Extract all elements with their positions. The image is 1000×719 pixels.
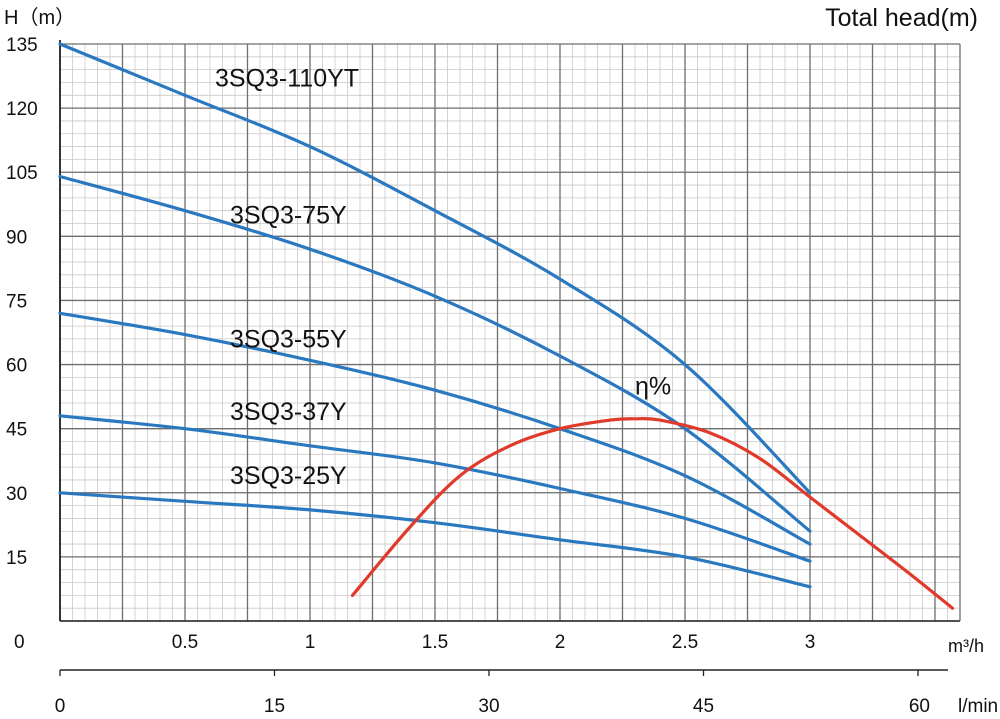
x2-tick-label: 60 xyxy=(909,696,930,717)
series-group xyxy=(58,42,955,610)
series-label-3sq3-55y: 3SQ3-55Y xyxy=(230,325,347,353)
x-tick-label: 2 xyxy=(555,632,566,653)
y-tick-label: 60 xyxy=(6,356,27,377)
y-tick-label: 15 xyxy=(6,548,27,569)
chart-title: Total head(m) xyxy=(825,4,978,32)
series-label-efficiency: η% xyxy=(635,372,671,400)
x-axis-unit-secondary: l/min xyxy=(958,696,998,717)
y-tick-label: 45 xyxy=(6,420,27,441)
series-labels: 3SQ3-110YT 3SQ3-75Y 3SQ3-55Y 3SQ3-37Y 3SQ3-2… xyxy=(215,65,671,490)
x2-tick-label: 0 xyxy=(55,696,66,717)
x-tick-label: 3 xyxy=(805,632,816,653)
minor-grid xyxy=(59,43,961,622)
series-line-3sq3-37y xyxy=(58,414,812,563)
y-tick-label: 30 xyxy=(6,484,27,505)
x-tick-label: 1.5 xyxy=(422,632,448,653)
x-tick-label: 2.5 xyxy=(672,632,698,653)
y-tick-label: 90 xyxy=(6,227,27,248)
series-label-3sq3-37y: 3SQ3-37Y xyxy=(230,398,347,426)
x2-tick-label: 30 xyxy=(478,696,499,717)
x-tick-label: 1 xyxy=(305,632,316,653)
x-axis-unit-primary: m³/h xyxy=(948,636,984,656)
series-line-3sq3-75y xyxy=(58,174,812,533)
y-tick-label: 0 xyxy=(14,632,25,653)
y-tick-label: 135 xyxy=(6,35,38,56)
series-line-3sq3-25y xyxy=(58,491,812,589)
y-tick-label: 105 xyxy=(6,163,38,184)
series-line-3sq3-55y xyxy=(58,311,812,546)
series-line-efficiency xyxy=(350,416,955,610)
x2-tick-label: 15 xyxy=(264,696,285,717)
y-axis-title: H（m） xyxy=(4,6,75,29)
x2-tick-label: 45 xyxy=(693,696,714,717)
series-label-3sq3-75y: 3SQ3-75Y xyxy=(230,202,347,230)
x-tick-label: 0.5 xyxy=(172,632,198,653)
series-label-3sq3-25y: 3SQ3-25Y xyxy=(230,462,347,490)
y-tick-label: 75 xyxy=(6,291,27,312)
y-tick-label: 120 xyxy=(6,99,38,120)
series-label-3sq3-110yt: 3SQ3-110YT xyxy=(215,65,359,93)
series-line-3sq3-110yt xyxy=(58,42,812,495)
axes xyxy=(59,40,961,676)
